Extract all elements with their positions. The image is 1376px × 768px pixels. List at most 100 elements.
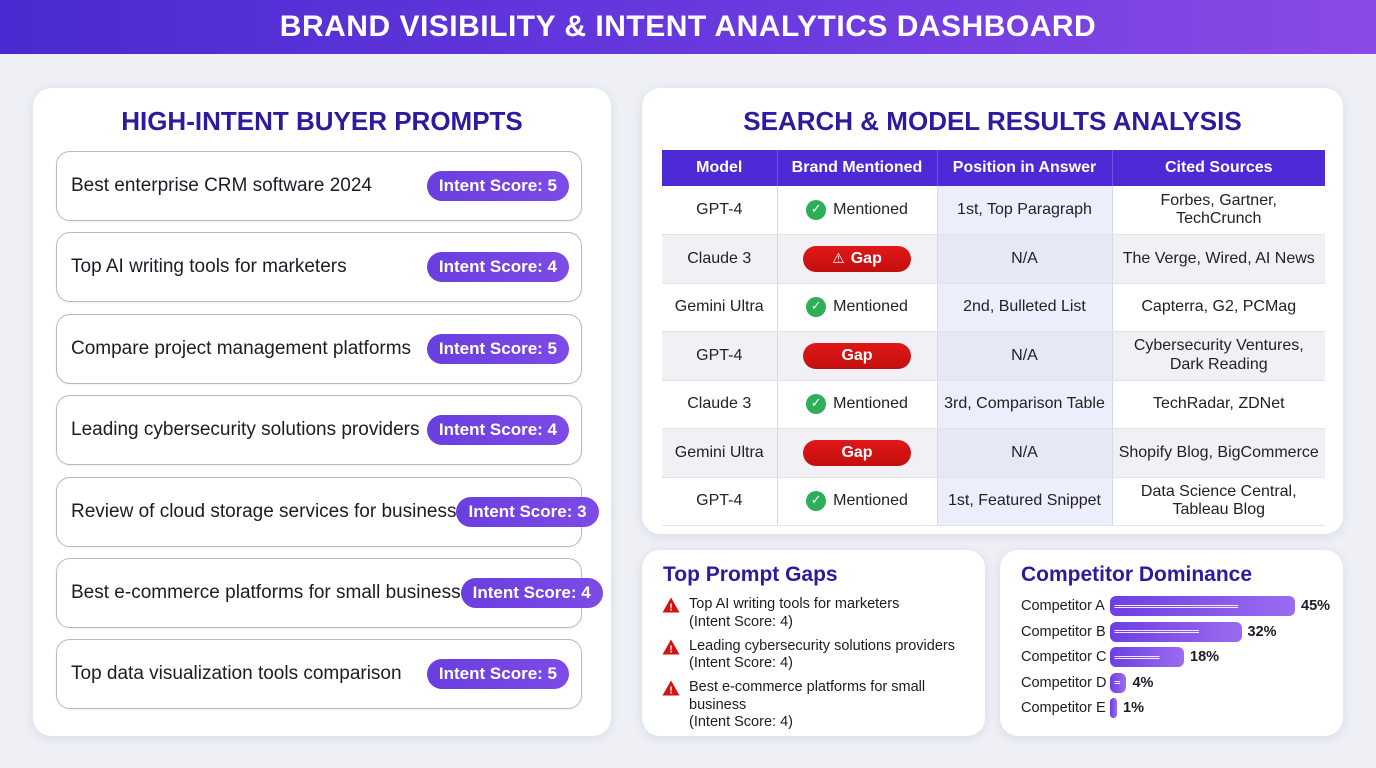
dominance-percent: 4% (1132, 674, 1154, 691)
intent-score-badge: Intent Score: 4 (460, 578, 603, 608)
prompt-item[interactable]: Review of cloud storage services for bus… (56, 476, 599, 547)
results-analysis-title: SEARCH & MODEL RESULTS ANALYSIS (743, 106, 1242, 136)
competitor-name: Competitor D (1021, 674, 1107, 691)
buyer-prompts-panel: HIGH-INTENT BUYER PROMPTS Best enterpris… (33, 88, 611, 736)
table-row[interactable]: GPT-4 ✓ Mentioned 1st, Featured Snippet Data… (662, 477, 1325, 526)
gap-label: Gap (841, 443, 873, 461)
position-cell: 2nd, Bulleted List (937, 283, 1113, 332)
mentioned-status: ✓ Mentioned (806, 394, 908, 415)
svg-text:!: ! (669, 644, 672, 655)
intent-score-badge: Intent Score: 4 (426, 252, 569, 283)
dominance-row: Competitor A ====================== 45% (1021, 596, 1330, 616)
dominance-bar: ====================== (1110, 596, 1295, 616)
model-cell: GPT-4 (662, 331, 778, 381)
table-row[interactable]: Gemini Ultra Gap N/A Shopify Blog, BigComme… (662, 428, 1325, 478)
competitor-name: Competitor C (1021, 649, 1107, 665)
mentioned-status: ✓ Mentioned (806, 200, 908, 221)
dashboard-header: BRAND VISIBILITY & INTENT ANALYTICS DASH… (0, 0, 1376, 54)
dominance-percent: 45% (1301, 598, 1331, 614)
competitor-name: Competitor E (1021, 700, 1106, 716)
model-cell: Claude 3 (662, 380, 778, 429)
prompt-item[interactable]: Compare project management platforms Inte… (56, 313, 582, 384)
dominance-percent: 1% (1123, 700, 1144, 716)
competitor-dominance-panel: Competitor Dominance Competitor A =======… (1000, 550, 1343, 736)
model-cell: Gemini Ultra (662, 428, 778, 478)
table-row[interactable]: Claude 3 ⚠ Gap N/A The Verge, Wired, AI News (662, 234, 1325, 284)
table-row[interactable]: GPT-4 ✓ Mentioned 1st, Top Paragraph Forbes,… (662, 186, 1325, 235)
column-header-position[interactable]: Position in Answer (937, 150, 1113, 186)
dominance-bar: = (1110, 672, 1127, 693)
mentioned-label: Mentioned (833, 298, 908, 316)
gap-prompt: Best e-commerce platforms for small busi… (689, 679, 926, 713)
gap-prompt: Top AI writing tools for marketers (689, 596, 900, 612)
warning-triangle-icon: ! (662, 597, 680, 613)
cited-sources-cell: Cybersecurity Ventures, Dark Reading (1112, 331, 1325, 381)
dominance-row: Competitor E 1% (1021, 698, 1144, 718)
gap-score: (Intent Score: 4) (689, 613, 793, 630)
competitor-name: Competitor A (1021, 598, 1105, 614)
gap-text: Top AI writing tools for marketers (Inten… (689, 596, 899, 631)
brand-mentioned-cell: ⚠ Gap (777, 234, 938, 284)
warning-triangle-icon: ! (662, 639, 680, 655)
prompt-item[interactable]: Best enterprise CRM software 2024 Intent … (56, 151, 582, 221)
mentioned-status: ✓ Mentioned (806, 297, 908, 318)
gap-score: (Intent Score: 4) (689, 655, 793, 671)
gap-text: Leading cybersecurity solutions provider… (689, 638, 955, 673)
prompt-item[interactable]: Best e-commerce platforms for small busi… (56, 558, 603, 628)
prompt-item[interactable]: Leading cybersecurity solutions provider… (56, 395, 582, 466)
buyer-prompts-title: HIGH-INTENT BUYER PROMPTS (121, 106, 523, 136)
dominance-row: Competitor D = 4% (1021, 672, 1154, 693)
cited-sources-cell: Shopify Blog, BigCommerce (1112, 428, 1325, 478)
prompt-gaps-panel: Top Prompt Gaps ! Top AI writing tools fo… (642, 550, 985, 736)
model-cell: GPT-4 (662, 477, 778, 526)
position-cell: N/A (937, 428, 1113, 478)
position-cell: 3rd, Comparison Table (937, 380, 1113, 429)
mentioned-label: Mentioned (833, 395, 908, 413)
gap-label: Gap (841, 346, 873, 364)
dominance-row: Competitor C ======== 18% (1021, 647, 1219, 667)
page-title: BRAND VISIBILITY & INTENT ANALYTICS DASH… (279, 10, 1097, 43)
brand-mentioned-cell: Gap (777, 428, 938, 478)
gap-badge: Gap (803, 439, 911, 466)
gap-text: Best e-commerce platforms for small busi… (689, 679, 985, 732)
prompt-item[interactable]: Top data visualization tools comparison I… (56, 639, 582, 710)
position-cell: N/A (937, 331, 1113, 381)
column-header-model[interactable]: Model (662, 150, 778, 186)
competitor-name: Competitor B (1021, 623, 1106, 640)
results-analysis-panel: SEARCH & MODEL RESULTS ANALYSIS Model Br… (642, 88, 1343, 534)
intent-score-badge: Intent Score: 5 (426, 333, 569, 364)
check-circle-icon: ✓ (806, 297, 827, 318)
gap-list-item: ! Leading cybersecurity solutions provide… (662, 638, 955, 673)
prompt-text: Leading cybersecurity solutions provider… (71, 419, 420, 441)
check-circle-icon: ✓ (806, 200, 827, 221)
model-cell: GPT-4 (662, 186, 778, 235)
cited-sources-cell: Data Science Central, Tableau Blog (1112, 477, 1325, 526)
gap-list-item: ! Best e-commerce platforms for small bus… (662, 679, 985, 732)
prompt-item[interactable]: Top AI writing tools for marketers Intent… (56, 232, 582, 303)
mentioned-label: Mentioned (833, 201, 908, 219)
table-row[interactable]: Claude 3 ✓ Mentioned 3rd, Comparison Table T… (662, 380, 1325, 429)
mentioned-status: ✓ Mentioned (806, 491, 908, 512)
brand-mentioned-cell: Gap (777, 331, 938, 381)
column-header-brand-mentioned[interactable]: Brand Mentioned (777, 150, 938, 186)
intent-score-badge: Intent Score: 4 (426, 415, 569, 446)
cited-sources-cell: TechRadar, ZDNet (1112, 380, 1325, 429)
dominance-percent: 18% (1190, 649, 1220, 665)
dominance-row: Competitor B =============== 32% (1021, 621, 1277, 642)
check-circle-icon: ✓ (806, 394, 827, 415)
dominance-bar (1110, 698, 1117, 718)
brand-mentioned-cell: ✓ Mentioned (777, 477, 938, 526)
intent-score-badge: Intent Score: 5 (426, 171, 569, 201)
model-cell: Gemini Ultra (662, 283, 778, 332)
table-row[interactable]: GPT-4 Gap N/A Cybersecurity Ventures, Dark … (662, 331, 1325, 381)
mentioned-label: Mentioned (833, 492, 908, 510)
cited-sources-cell: The Verge, Wired, AI News (1112, 234, 1325, 284)
brand-mentioned-cell: ✓ Mentioned (777, 380, 938, 429)
position-cell: N/A (937, 234, 1113, 284)
table-row[interactable]: Gemini Ultra ✓ Mentioned 2nd, Bulleted List… (662, 283, 1325, 332)
dominance-percent: 32% (1247, 623, 1277, 640)
warning-icon: ⚠ (832, 250, 845, 267)
prompt-text: Best e-commerce platforms for small busi… (71, 582, 461, 603)
results-table-body: GPT-4 ✓ Mentioned 1st, Top Paragraph Forbes,… (662, 186, 1325, 526)
column-header-cited-sources[interactable]: Cited Sources (1112, 150, 1325, 186)
